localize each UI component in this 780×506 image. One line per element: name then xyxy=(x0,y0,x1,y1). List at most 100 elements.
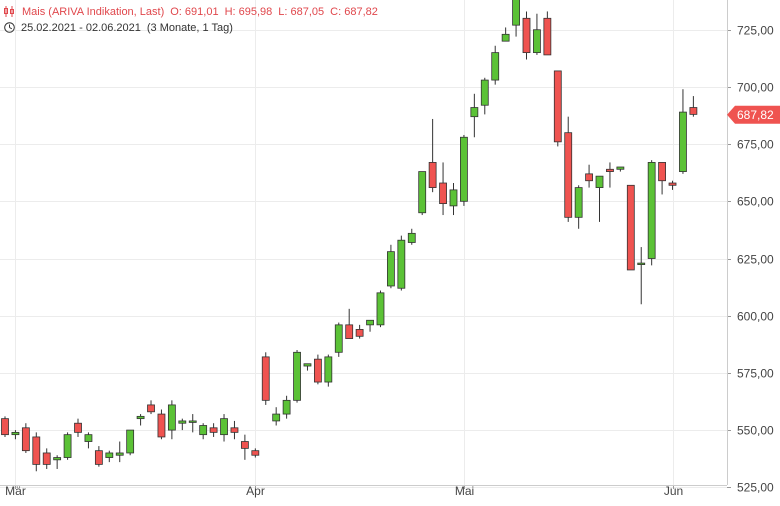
candle-body xyxy=(501,33,510,42)
candle xyxy=(418,171,427,216)
candle-body xyxy=(126,429,135,454)
candle xyxy=(387,244,395,289)
candle xyxy=(303,363,312,371)
candle-body xyxy=(480,79,489,106)
candle-body xyxy=(11,431,20,436)
chart-header-line2: 25.02.2021 - 02.06.2021 (3 Monate, 1 Tag) xyxy=(4,22,239,36)
candle-body xyxy=(53,457,62,461)
candle-body xyxy=(240,441,249,449)
candle-body xyxy=(606,168,614,172)
y-tick-label: 525,00 xyxy=(737,481,774,495)
candle-body xyxy=(84,434,93,442)
candle xyxy=(460,134,468,206)
candle xyxy=(167,400,176,440)
candle xyxy=(439,162,447,216)
candle-body xyxy=(209,427,218,433)
clock-icon xyxy=(4,22,15,36)
high-value: H: 695,98 xyxy=(224,6,273,18)
candle xyxy=(220,414,228,442)
candle xyxy=(293,350,301,403)
candle-body xyxy=(293,351,301,401)
candle xyxy=(553,70,562,147)
candle-body xyxy=(449,189,458,207)
candle-body xyxy=(220,418,228,436)
candle xyxy=(366,319,374,332)
candle xyxy=(188,414,197,433)
candle-body xyxy=(626,184,635,271)
candle xyxy=(272,407,281,426)
candle xyxy=(574,185,583,229)
candle-body xyxy=(74,422,82,433)
candle xyxy=(1,416,9,437)
candle-body xyxy=(334,324,343,353)
candle-body xyxy=(574,187,583,218)
candle-body xyxy=(105,452,114,458)
candle-body xyxy=(147,404,155,413)
candle xyxy=(32,432,41,472)
candle-body xyxy=(387,251,395,287)
candle xyxy=(324,354,333,387)
candle-body xyxy=(522,17,531,54)
x-tick-label: Mär xyxy=(5,484,26,498)
y-tick-label: 575,00 xyxy=(737,367,774,381)
candle-body xyxy=(407,232,416,243)
candle xyxy=(355,324,364,339)
candle xyxy=(261,352,270,405)
x-tick-label: Apr xyxy=(246,484,265,498)
candle xyxy=(637,247,646,305)
candle xyxy=(616,166,625,172)
candle xyxy=(376,290,385,328)
candle-body xyxy=(491,52,500,81)
candle-body xyxy=(355,329,364,337)
candle xyxy=(53,455,62,469)
candle-body xyxy=(324,356,333,383)
candle-body xyxy=(94,450,103,465)
candle xyxy=(334,322,343,357)
y-tick-label: 725,00 xyxy=(737,24,774,38)
candle xyxy=(428,118,437,193)
candle-body xyxy=(230,427,239,433)
candle xyxy=(689,96,698,117)
candle-body xyxy=(32,436,41,465)
candle-body xyxy=(543,17,552,56)
candle-body xyxy=(376,292,385,326)
candle-body xyxy=(261,356,270,401)
candle-body xyxy=(282,399,291,415)
candle xyxy=(115,441,124,463)
candle-body xyxy=(668,182,677,186)
last-price-tag xyxy=(727,105,780,124)
candle-body xyxy=(689,107,698,115)
candle-body xyxy=(63,434,72,458)
candle-body xyxy=(564,132,573,218)
candle-body xyxy=(397,239,406,289)
candle-body xyxy=(115,452,124,456)
candle xyxy=(491,45,500,85)
candle-body xyxy=(658,162,666,182)
candle xyxy=(449,183,458,216)
candle-body xyxy=(679,111,687,172)
candle xyxy=(606,162,614,188)
candle-body xyxy=(167,404,176,431)
candle xyxy=(679,89,687,174)
candle xyxy=(658,162,666,195)
y-tick-label: 625,00 xyxy=(737,253,774,267)
candle xyxy=(105,450,114,463)
candle-body xyxy=(251,450,260,456)
candle xyxy=(209,423,218,437)
candle xyxy=(533,13,541,55)
candle-body xyxy=(1,418,9,436)
candle-body xyxy=(136,415,145,420)
y-tick-label: 600,00 xyxy=(737,310,774,324)
candle-body xyxy=(428,162,437,188)
candle-body xyxy=(418,171,427,214)
candle-body xyxy=(345,324,354,339)
candle xyxy=(74,418,82,437)
candle-body xyxy=(188,420,197,423)
candle-body xyxy=(366,319,374,326)
candle xyxy=(543,11,552,56)
candles-layer xyxy=(1,0,698,472)
candle-body xyxy=(21,427,30,452)
